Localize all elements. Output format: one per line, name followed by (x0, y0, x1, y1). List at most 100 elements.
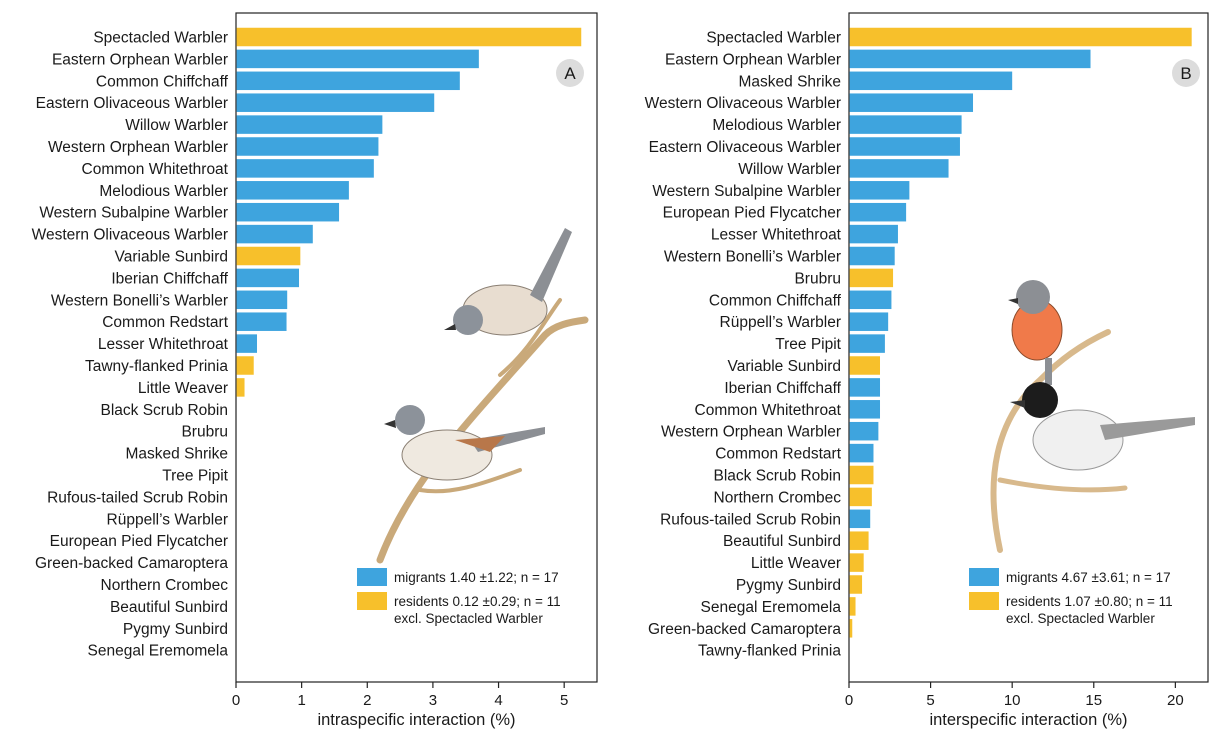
bar (236, 93, 435, 112)
bird-tail (1100, 417, 1195, 440)
category-label: Spectacled Warbler (706, 30, 841, 47)
bar (849, 71, 1013, 91)
category-label: Black Scrub Robin (713, 468, 841, 485)
bar (236, 27, 582, 47)
category-label: Rüppell’s Warbler (720, 314, 841, 331)
x-tick-label: 2 (363, 692, 371, 709)
legend-note: excl. Spectacled Warbler (1006, 611, 1155, 626)
category-label: Tree Pipit (775, 336, 841, 353)
category-label: Western Subalpine Warbler (39, 205, 228, 222)
plot-frame (848, 12, 1209, 683)
category-label: Western Subalpine Warbler (652, 183, 841, 200)
category-label: Little Weaver (751, 555, 841, 572)
category-label: European Pied Flycatcher (663, 205, 841, 222)
bird-wing (455, 436, 505, 452)
bar (236, 49, 479, 69)
branch-twig (997, 477, 1128, 493)
bar (236, 378, 245, 397)
category-label: Rufous-tailed Scrub Robin (660, 511, 841, 528)
bar (849, 597, 856, 616)
category-label: Northern Crombec (714, 489, 842, 506)
category-label: Willow Warbler (125, 117, 228, 134)
bar (236, 290, 288, 310)
legend-label-residents: residents 0.12 ±0.29; n = 11 (394, 594, 561, 609)
category-label: European Pied Flycatcher (50, 533, 228, 550)
bird-head (453, 305, 483, 335)
legend: migrants 1.40 ±1.22; n = 17 residents 0.1… (357, 568, 561, 626)
panel-b: Spectacled Warbler Eastern Orphean Warble… (645, 12, 1209, 729)
branch (376, 316, 589, 564)
bar (236, 312, 287, 331)
legend: migrants 4.67 ±3.61; n = 17 residents 1.0… (969, 568, 1173, 626)
category-label: Tawny-flanked Prinia (698, 643, 841, 660)
bar (849, 202, 907, 222)
bar (236, 224, 313, 244)
branch-twig (418, 468, 522, 494)
x-tick-label: 20 (1167, 692, 1184, 709)
bar (849, 290, 892, 310)
category-label: Green-backed Camaroptera (35, 555, 228, 572)
bar (236, 137, 379, 156)
bird-beak (444, 324, 456, 330)
x-tick-label: 0 (845, 692, 853, 709)
bar (849, 268, 894, 288)
category-label: Masked Shrike (125, 446, 228, 463)
bird-illustration-warblers (376, 228, 589, 564)
category-label: Variable Sunbird (728, 358, 841, 375)
category-label: Common Redstart (102, 314, 228, 331)
bird-body (401, 429, 493, 481)
category-label: Brubru (794, 270, 841, 287)
panel-a: Spectacled Warbler Eastern Orphean Warble… (32, 12, 598, 729)
category-label: Northern Crombec (101, 577, 229, 594)
category-label: Iberian Chiffchaff (724, 380, 841, 397)
category-label: Pygmy Sunbird (123, 621, 228, 638)
bar (236, 356, 254, 375)
category-label: Western Orphean Warbler (48, 139, 228, 156)
bar (849, 49, 1091, 69)
category-label: Tree Pipit (162, 468, 228, 485)
legend-swatch-migrants (969, 568, 999, 586)
bar (849, 487, 872, 507)
bar (849, 246, 895, 266)
category-label: Western Orphean Warbler (661, 424, 841, 441)
category-label: Common Whitethroat (695, 402, 842, 419)
bar (849, 224, 898, 244)
bird-beak (384, 420, 396, 428)
category-label: Rüppell’s Warbler (107, 511, 228, 528)
x-tick-label: 15 (1085, 692, 1102, 709)
bar (849, 575, 863, 594)
bar (849, 531, 869, 550)
category-label: Iberian Chiffchaff (111, 270, 228, 287)
bird-head (395, 405, 425, 435)
bar (236, 159, 374, 178)
category-label: Senegal Eremomela (88, 643, 229, 660)
category-label: Rufous-tailed Scrub Robin (47, 489, 228, 506)
category-label: Spectacled Warbler (93, 30, 228, 47)
category-label: Tawny-flanked Prinia (85, 358, 228, 375)
x-tick-label: 1 (297, 692, 305, 709)
category-label: Western Bonelli’s Warbler (664, 249, 841, 266)
x-tick-label: 0 (232, 692, 240, 709)
bar (849, 400, 881, 419)
x-tick-label: 4 (494, 692, 502, 709)
bar (849, 465, 874, 485)
category-label: Beautiful Sunbird (110, 599, 228, 616)
category-label: Brubru (181, 424, 228, 441)
category-label: Common Redstart (715, 446, 841, 463)
category-label: Little Weaver (138, 380, 228, 397)
category-label: Black Scrub Robin (100, 402, 228, 419)
x-axis-title: interspecific interaction (%) (929, 711, 1127, 729)
category-label: Willow Warbler (738, 161, 841, 178)
bird-head (1016, 280, 1050, 314)
bar (849, 27, 1192, 47)
category-label: Common Chiffchaff (96, 73, 229, 90)
bar (849, 553, 864, 572)
bar (849, 115, 962, 134)
category-label: Melodious Warbler (99, 183, 228, 200)
panel-letter: B (1180, 64, 1191, 83)
category-label: Eastern Orphean Warbler (665, 51, 841, 68)
bar (236, 268, 300, 288)
bird-illustration-shrikes (990, 280, 1195, 553)
bar (236, 202, 340, 222)
category-label: Beautiful Sunbird (723, 533, 841, 550)
